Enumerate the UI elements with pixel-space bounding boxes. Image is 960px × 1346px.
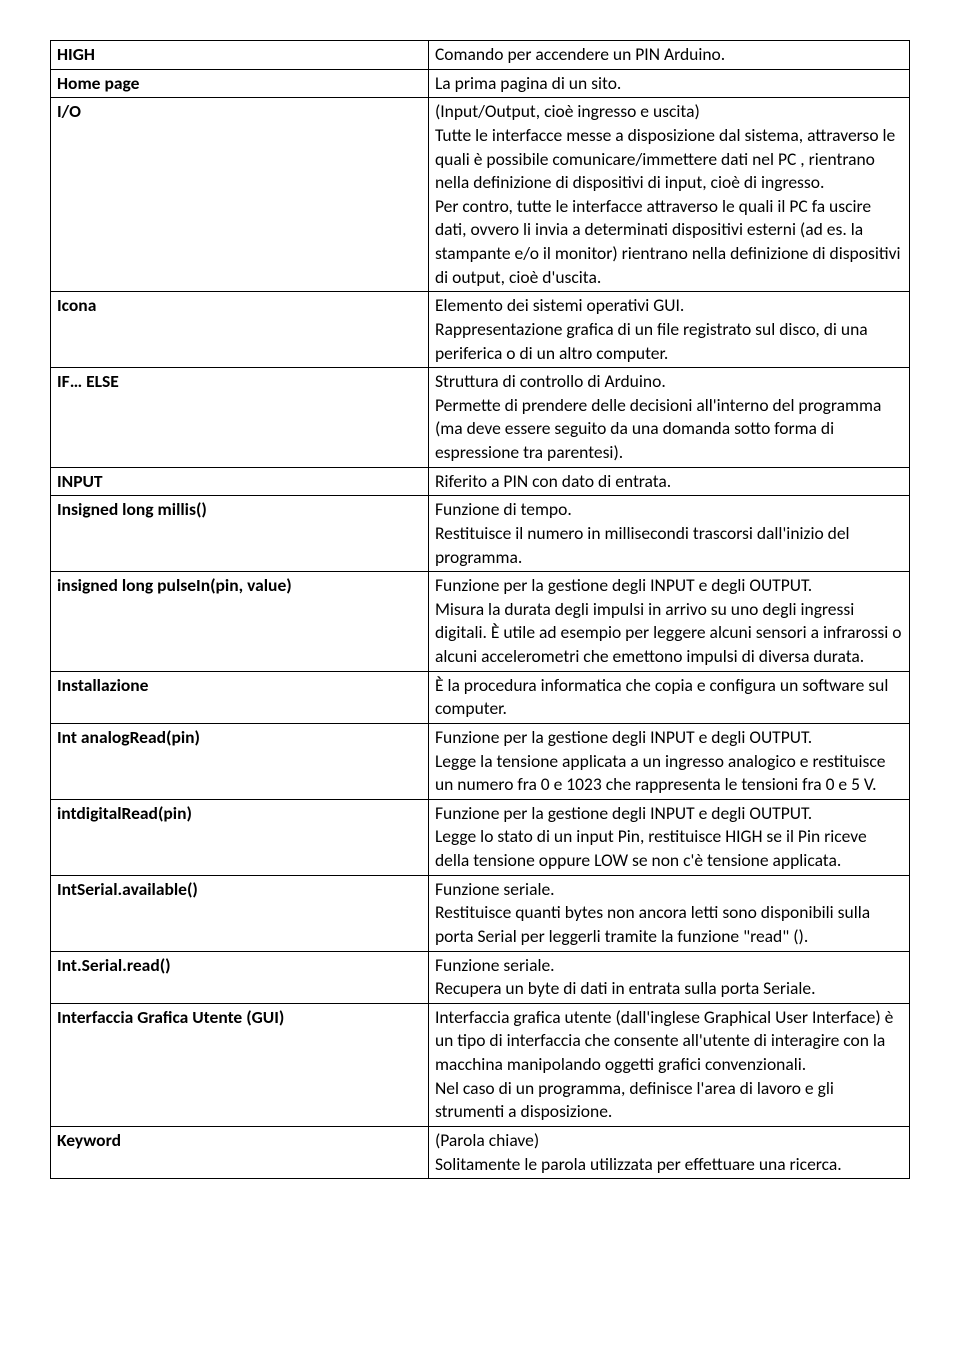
term-cell: Insigned long millis() xyxy=(51,496,429,572)
definition-cell: È la procedura informatica che copia e c… xyxy=(428,671,909,723)
definition-cell: (Parola chiave)Solitamente le parola uti… xyxy=(428,1126,909,1178)
definition-paragraph: Recupera un byte di dati in entrata sull… xyxy=(435,977,903,1001)
definition-paragraph: Nel caso di un programma, definisce l'ar… xyxy=(435,1077,903,1124)
definition-paragraph: Restituisce il numero in millisecondi tr… xyxy=(435,522,903,569)
definition-paragraph: Restituisce quanti bytes non ancora lett… xyxy=(435,901,903,948)
term-cell: Home page xyxy=(51,69,429,98)
table-row: Int analogRead(pin)Funzione per la gesti… xyxy=(51,723,910,799)
table-row: Home pageLa prima pagina di un sito. xyxy=(51,69,910,98)
table-row: INPUTRiferito a PIN con dato di entrata. xyxy=(51,467,910,496)
definition-paragraph: Struttura di controllo di Arduino. xyxy=(435,370,903,394)
table-row: InstallazioneÈ la procedura informatica … xyxy=(51,671,910,723)
table-row: Insigned long millis()Funzione di tempo.… xyxy=(51,496,910,572)
definition-cell: Funzione per la gestione degli INPUT e d… xyxy=(428,572,909,672)
definition-paragraph: Funzione seriale. xyxy=(435,954,903,978)
definition-paragraph: Legge la tensione applicata a un ingress… xyxy=(435,750,903,797)
term-cell: Int.Serial.read() xyxy=(51,951,429,1003)
definition-cell: Funzione di tempo.Restituisce il numero … xyxy=(428,496,909,572)
term-cell: INPUT xyxy=(51,467,429,496)
table-row: intdigitalRead(pin)Funzione per la gesti… xyxy=(51,799,910,875)
definition-paragraph: Interfaccia grafica utente (dall'inglese… xyxy=(435,1006,903,1077)
definition-cell: Interfaccia grafica utente (dall'inglese… xyxy=(428,1003,909,1126)
definition-paragraph: Funzione per la gestione degli INPUT e d… xyxy=(435,726,903,750)
definition-paragraph: Funzione per la gestione degli INPUT e d… xyxy=(435,574,903,598)
definition-paragraph: Tutte le interfacce messe a disposizione… xyxy=(435,124,903,195)
table-row: insigned long pulseIn(pin, value)Funzion… xyxy=(51,572,910,672)
term-cell: HIGH xyxy=(51,41,429,70)
definition-paragraph: Rappresentazione grafica di un file regi… xyxy=(435,318,903,365)
definition-paragraph: Solitamente le parola utilizzata per eff… xyxy=(435,1153,903,1177)
glossary-table: HIGHComando per accendere un PIN Arduino… xyxy=(50,40,910,1179)
definition-cell: Struttura di controllo di Arduino.Permet… xyxy=(428,368,909,468)
table-row: IconaElemento dei sistemi operativi GUI.… xyxy=(51,292,910,368)
term-cell: IntSerial.available() xyxy=(51,875,429,951)
term-cell: IF… ELSE xyxy=(51,368,429,468)
definition-paragraph: Funzione di tempo. xyxy=(435,498,903,522)
table-row: Interfaccia Grafica Utente (GUI)Interfac… xyxy=(51,1003,910,1126)
definition-cell: Funzione seriale.Restituisce quanti byte… xyxy=(428,875,909,951)
definition-paragraph: Comando per accendere un PIN Arduino. xyxy=(435,43,903,67)
table-row: I/O(Input/Output, cioè ingresso e uscita… xyxy=(51,98,910,292)
definition-paragraph: Per contro, tutte le interfacce attraver… xyxy=(435,195,903,290)
term-cell: Keyword xyxy=(51,1126,429,1178)
table-row: Int.Serial.read()Funzione seriale.Recupe… xyxy=(51,951,910,1003)
definition-cell: Funzione seriale.Recupera un byte di dat… xyxy=(428,951,909,1003)
definition-paragraph: (Parola chiave) xyxy=(435,1129,903,1153)
definition-paragraph: Permette di prendere delle decisioni all… xyxy=(435,394,903,465)
definition-cell: Funzione per la gestione degli INPUT e d… xyxy=(428,723,909,799)
definition-paragraph: Riferito a PIN con dato di entrata. xyxy=(435,470,903,494)
term-cell: Int analogRead(pin) xyxy=(51,723,429,799)
definition-cell: Funzione per la gestione degli INPUT e d… xyxy=(428,799,909,875)
definition-paragraph: Elemento dei sistemi operativi GUI. xyxy=(435,294,903,318)
definition-paragraph: Funzione per la gestione degli INPUT e d… xyxy=(435,802,903,826)
term-cell: I/O xyxy=(51,98,429,292)
term-cell: Icona xyxy=(51,292,429,368)
definition-paragraph: Funzione seriale. xyxy=(435,878,903,902)
term-cell: Installazione xyxy=(51,671,429,723)
definition-paragraph: Legge lo stato di un input Pin, restitui… xyxy=(435,825,903,872)
definition-paragraph: La prima pagina di un sito. xyxy=(435,72,903,96)
definition-cell: Elemento dei sistemi operativi GUI.Rappr… xyxy=(428,292,909,368)
term-cell: Interfaccia Grafica Utente (GUI) xyxy=(51,1003,429,1126)
definition-cell: (Input/Output, cioè ingresso e uscita)Tu… xyxy=(428,98,909,292)
definition-paragraph: Misura la durata degli impulsi in arrivo… xyxy=(435,598,903,669)
table-row: Keyword(Parola chiave)Solitamente le par… xyxy=(51,1126,910,1178)
definition-cell: Riferito a PIN con dato di entrata. xyxy=(428,467,909,496)
table-row: IntSerial.available()Funzione seriale.Re… xyxy=(51,875,910,951)
term-cell: intdigitalRead(pin) xyxy=(51,799,429,875)
term-cell: insigned long pulseIn(pin, value) xyxy=(51,572,429,672)
table-row: IF… ELSEStruttura di controllo di Arduin… xyxy=(51,368,910,468)
definition-cell: La prima pagina di un sito. xyxy=(428,69,909,98)
definition-cell: Comando per accendere un PIN Arduino. xyxy=(428,41,909,70)
definition-paragraph: È la procedura informatica che copia e c… xyxy=(435,674,903,721)
definition-paragraph: (Input/Output, cioè ingresso e uscita) xyxy=(435,100,903,124)
table-row: HIGHComando per accendere un PIN Arduino… xyxy=(51,41,910,70)
